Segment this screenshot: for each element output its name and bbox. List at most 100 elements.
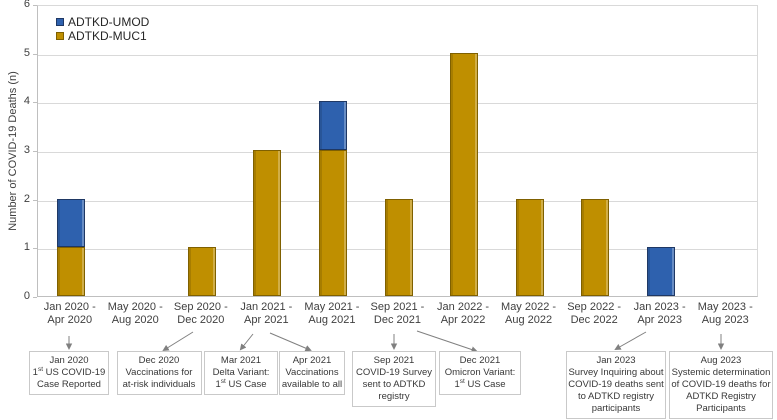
x-tick-label: Jan 2023 - Apr 2023 <box>627 301 693 327</box>
legend-swatch-muc1-icon <box>56 32 64 40</box>
annotation-line: Case Reported <box>37 379 101 390</box>
x-tick-label: May 2020 - Aug 2020 <box>103 301 169 327</box>
y-tick-label: 2 <box>23 192 30 205</box>
y-tick-label: 3 <box>23 144 30 156</box>
annotation-line: of COVID-19 deaths for <box>671 379 771 390</box>
plot-area <box>37 5 758 297</box>
x-tick-label: Jan 2020 - Apr 2020 <box>37 301 103 327</box>
annotation-box: Sep 2021 COVID-19 Survey sent to ADTKD regi… <box>352 351 436 407</box>
x-tick-label-line1: Sep 2021 - <box>370 301 425 313</box>
y-axis-tick <box>33 53 37 55</box>
annotation-line: Vaccinations <box>285 367 339 378</box>
x-tick-label: Sep 2022 - Dec 2022 <box>561 301 627 327</box>
x-tick-label: May 2022 - Aug 2022 <box>496 301 562 327</box>
bar-segment-adtkd-umod <box>56 198 85 248</box>
annotation-line: Systemic determination <box>671 367 771 378</box>
bar-segment-adtkd-umod <box>646 247 675 296</box>
annotation-arrow <box>416 330 478 353</box>
x-tick-label-line1: May 2023 - <box>697 301 753 313</box>
annotation-box: Apr 2021 Vaccinations available to all <box>279 351 345 395</box>
legend: ADTKD-UMOD ADTKD-MUC1 <box>56 15 149 43</box>
y-axis-tick <box>33 297 37 298</box>
x-tick-label-line2: Apr 2020 <box>47 314 93 326</box>
annotation-box: Dec 2021 Omicron Variant: 1st US Case <box>439 351 521 395</box>
x-tick-label-line2: Dec 2020 <box>177 314 225 326</box>
x-tick-label-line1: Jan 2023 - <box>633 301 686 313</box>
annotation-line: registry <box>378 391 410 402</box>
y-axis-tick <box>33 199 37 201</box>
bar-segment-adtkd-muc1 <box>384 198 413 296</box>
annotation-line: COVID-19 deaths sent <box>568 379 664 390</box>
x-tick-label-line2: Aug 2020 <box>111 314 159 326</box>
annotation-line: COVID-19 Survey <box>355 367 433 378</box>
annotation-line: Dec 2020 <box>138 355 180 366</box>
x-tick-label-line2: Aug 2021 <box>308 314 356 326</box>
legend-label-umod: ADTKD-UMOD <box>68 15 150 29</box>
x-tick-label: Sep 2020 - Dec 2020 <box>168 301 234 327</box>
y-axis-tick <box>33 102 37 104</box>
bar-segment-adtkd-umod <box>319 101 347 150</box>
x-tick-label-line2: Dec 2022 <box>570 314 618 326</box>
bar-segment-adtkd-muc1 <box>187 247 216 296</box>
annotation-line: Sep 2021 <box>373 355 415 366</box>
annotation-box: Mar 2021 Delta Variant: 1st US Case <box>204 351 278 395</box>
x-tick-label: Jan 2022 - Apr 2022 <box>430 301 496 327</box>
x-tick-label-line1: May 2020 - <box>107 301 163 313</box>
x-tick-label-line2: Aug 2022 <box>504 314 553 326</box>
annotation-line: Delta Variant: <box>212 367 270 378</box>
y-axis-tick <box>33 248 37 250</box>
gridline <box>38 152 757 153</box>
annotation-box: Dec 2020 Vaccinations for at-risk individu… <box>116 351 202 395</box>
annotation-line: 1st US Case <box>215 377 267 390</box>
x-tick-label-line1: Jan 2022 - <box>437 301 490 313</box>
annotation-line: at-risk individuals <box>122 379 196 390</box>
gridline <box>38 54 757 56</box>
annotation-box: Jan 2020 1st US COVID-19 Case Reported <box>29 351 109 395</box>
annotation-arrow <box>614 331 647 350</box>
bar-segment-adtkd-muc1 <box>56 247 85 296</box>
annotation-line: Jan 2023 <box>596 355 636 366</box>
annotation-line: available to all <box>281 379 343 390</box>
x-tick-label-line1: May 2022 - <box>501 301 557 313</box>
x-tick-label-line2: Aug 2023 <box>701 314 749 326</box>
x-tick-label-line2: Apr 2021 <box>244 314 289 326</box>
x-tick-label-line1: Jan 2021 - <box>240 301 293 313</box>
annotation-line: 1st US COVID-19 <box>32 365 106 378</box>
annotation-box: Jan 2023 Survey Inquiring about COVID-19 d… <box>566 351 666 419</box>
annotation-line: Jan 2020 <box>49 355 89 366</box>
legend-item-adtkd-muc1: ADTKD-MUC1 <box>56 29 149 43</box>
x-tick-label: May 2023 - Aug 2023 <box>693 301 759 327</box>
annotation-line: Aug 2023 <box>700 355 742 366</box>
annotation-line: sent to ADTKD <box>362 379 426 390</box>
legend-item-adtkd-umod: ADTKD-UMOD <box>56 15 149 29</box>
x-tick-label-line1: Jan 2020 - <box>43 301 96 313</box>
annotation-arrow <box>239 333 254 351</box>
x-tick-label: Jan 2021 - Apr 2021 <box>234 301 300 327</box>
bar-segment-adtkd-muc1 <box>319 150 347 296</box>
y-axis-tick <box>33 5 37 6</box>
annotation-line: ADTKD Registry <box>686 391 756 402</box>
annotation-line: 1st US Case <box>454 377 506 390</box>
bar-segment-adtkd-muc1 <box>253 150 282 296</box>
bar-segment-adtkd-muc1 <box>515 198 544 296</box>
x-tick-label-line1: May 2021 - <box>304 301 360 313</box>
annotation-arrow <box>162 331 194 352</box>
bar-segment-adtkd-muc1 <box>450 52 478 296</box>
annotation-line: Dec 2021 <box>459 355 501 366</box>
y-tick-label: 6 <box>23 0 30 10</box>
x-tick-label-line2: Apr 2022 <box>440 314 486 326</box>
legend-label-muc1: ADTKD-MUC1 <box>68 29 147 43</box>
x-tick-label-line1: Sep 2022 - <box>567 301 622 313</box>
annotation-line: Mar 2021 <box>220 355 262 366</box>
legend-swatch-umod-icon <box>56 18 64 26</box>
x-tick-label: Sep 2021 - Dec 2021 <box>365 301 431 327</box>
x-tick-label-line1: Sep 2020 - <box>173 301 228 313</box>
annotation-line: Participants <box>696 403 746 414</box>
annotation-line: Vaccinations for <box>125 367 193 378</box>
annotation-line: Survey Inquiring about <box>568 367 664 378</box>
annotation-line: to ADTKD registry <box>577 391 655 402</box>
x-tick-label: May 2021 - Aug 2021 <box>299 301 365 327</box>
annotation-arrow <box>269 332 312 352</box>
gridline <box>38 103 757 105</box>
